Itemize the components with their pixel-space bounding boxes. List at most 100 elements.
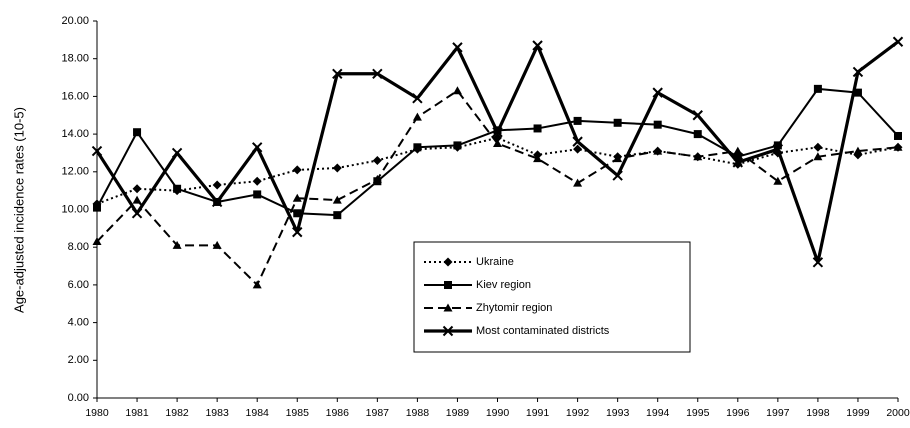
marker: [132, 195, 142, 204]
marker: [444, 281, 452, 289]
y-tick-label: 12.00: [61, 166, 89, 178]
x-tick-label: 1988: [406, 407, 430, 419]
marker: [443, 257, 453, 267]
marker: [572, 136, 583, 147]
marker: [813, 142, 823, 152]
x-tick-label: 2000: [886, 407, 910, 419]
x-tick-label: 1993: [606, 407, 630, 419]
marker: [893, 142, 903, 151]
marker: [212, 240, 222, 249]
marker: [133, 128, 142, 137]
marker: [252, 280, 262, 289]
y-tick-label: 20.00: [61, 15, 89, 27]
y-axis-label: Age-adjusted incidence rates (10-5): [11, 107, 26, 313]
marker: [853, 146, 863, 155]
marker: [253, 190, 262, 199]
marker: [442, 325, 454, 337]
marker: [452, 42, 463, 53]
y-tick-label: 0.00: [68, 392, 89, 404]
marker: [443, 303, 453, 312]
marker: [211, 196, 223, 208]
x-tick-label: 1983: [205, 407, 229, 419]
marker: [332, 195, 342, 204]
marker: [773, 141, 782, 150]
marker: [372, 68, 383, 79]
marker: [853, 88, 862, 97]
marker: [452, 86, 462, 95]
marker: [613, 118, 622, 127]
marker: [453, 141, 462, 150]
marker: [653, 146, 663, 155]
x-tick-label: 1994: [646, 407, 670, 419]
marker: [251, 142, 263, 153]
marker: [292, 165, 302, 175]
marker: [413, 143, 422, 152]
y-tick-label: 18.00: [61, 53, 89, 65]
marker: [652, 87, 663, 98]
marker: [653, 120, 662, 129]
x-tick-label: 1990: [486, 407, 510, 419]
marker: [773, 176, 783, 185]
marker: [612, 170, 623, 181]
marker: [532, 40, 543, 51]
marker: [91, 145, 103, 157]
marker: [292, 193, 302, 202]
series-line: [96, 89, 899, 286]
marker: [533, 124, 542, 133]
marker: [693, 152, 703, 161]
x-tick-label: 1986: [326, 407, 350, 419]
marker: [573, 178, 583, 187]
y-tick-label: 2.00: [68, 354, 89, 366]
marker: [172, 240, 182, 249]
marker: [894, 131, 902, 140]
marker: [293, 209, 302, 218]
x-tick-label: 1996: [726, 407, 750, 419]
marker: [812, 257, 824, 268]
marker: [733, 146, 743, 155]
marker: [813, 84, 822, 93]
marker: [732, 157, 744, 168]
marker: [613, 154, 623, 163]
marker: [252, 176, 262, 186]
x-tick-label: 1991: [526, 407, 550, 419]
marker: [573, 144, 583, 154]
marker: [892, 36, 904, 47]
marker: [92, 237, 102, 246]
marker: [693, 130, 702, 139]
marker: [372, 155, 382, 165]
marker: [412, 93, 423, 104]
x-tick-label: 1984: [246, 407, 270, 419]
x-tick-label: 1999: [846, 407, 870, 419]
marker: [171, 147, 183, 159]
marker: [813, 152, 823, 161]
legend-label: Ukraine: [476, 256, 514, 268]
legend-box: [413, 241, 691, 353]
marker: [333, 211, 342, 220]
marker: [212, 180, 222, 190]
marker: [733, 152, 742, 161]
x-tick-label: 1998: [806, 407, 830, 419]
x-tick-label: 1992: [566, 407, 590, 419]
x-tick-label: 1989: [446, 407, 470, 419]
y-tick-label: 6.00: [68, 279, 89, 291]
legend-label: Most contaminated districts: [476, 325, 610, 337]
x-tick-label: 1997: [766, 407, 790, 419]
legend-label: Kiev region: [476, 279, 531, 291]
y-tick-label: 8.00: [68, 241, 89, 253]
marker: [132, 184, 142, 194]
marker: [852, 66, 864, 78]
marker: [131, 208, 143, 219]
y-tick-label: 14.00: [61, 128, 89, 140]
x-tick-label: 1980: [85, 407, 109, 419]
x-tick-label: 1982: [165, 407, 189, 419]
legend-label: Zhytomir region: [476, 302, 552, 314]
marker: [173, 184, 182, 193]
marker: [772, 143, 784, 155]
marker: [412, 112, 422, 121]
x-tick-label: 1985: [286, 407, 310, 419]
y-tick-label: 16.00: [61, 90, 89, 102]
marker: [533, 154, 543, 163]
series-line: [95, 40, 899, 264]
marker: [332, 68, 343, 79]
